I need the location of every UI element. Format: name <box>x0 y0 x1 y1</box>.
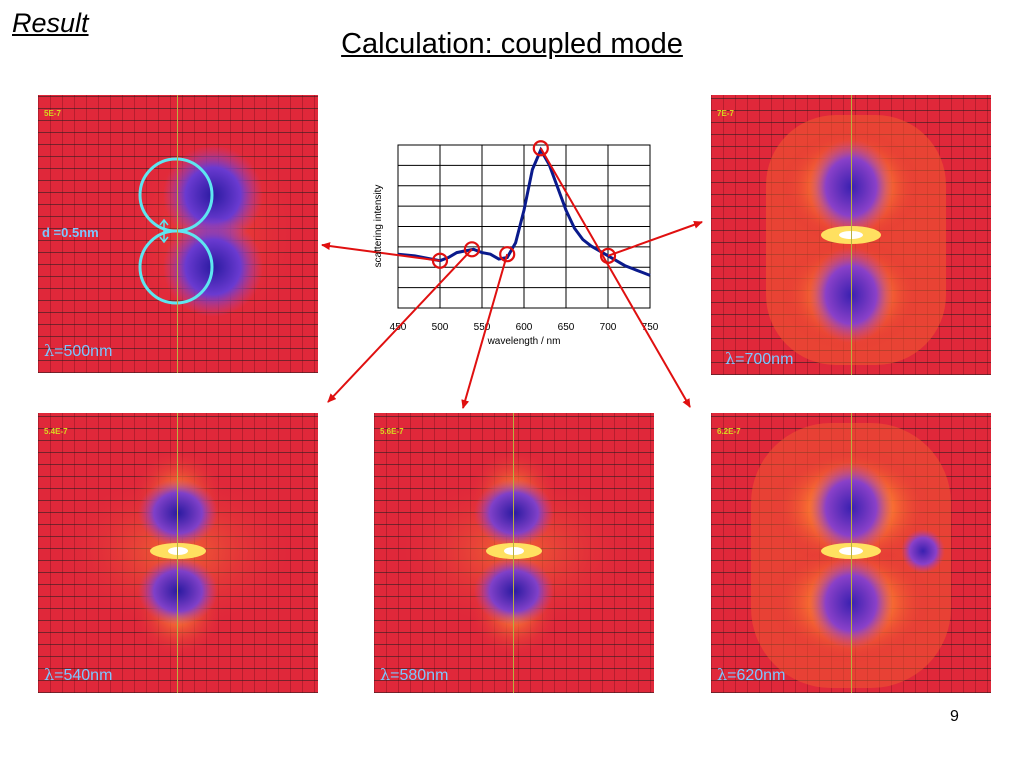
wavelength-label: λ=500nm <box>44 341 113 360</box>
field-pattern <box>58 448 298 658</box>
data-marker <box>463 241 481 258</box>
x-tick-label: 700 <box>600 322 617 333</box>
data-marker <box>532 140 549 157</box>
x-tick-label: 650 <box>558 322 575 333</box>
data-marker <box>499 246 516 263</box>
wavelength-label: λ=580nm <box>380 665 449 684</box>
field-pattern <box>394 448 634 658</box>
page-number: 9 <box>950 708 959 725</box>
x-tick-label: 750 <box>642 322 659 333</box>
scale-label: 6.2E-7 <box>717 427 741 436</box>
chart-ticks: 450 500 550 600 650 700 750 <box>390 322 659 333</box>
pointer-arrow <box>539 147 691 408</box>
pointer-arrow <box>461 253 509 409</box>
x-tick-label: 600 <box>516 322 533 333</box>
x-tick-label: 450 <box>390 322 407 333</box>
scale-label: 7E-7 <box>717 109 734 118</box>
center-axis <box>851 95 852 375</box>
data-marker <box>599 247 617 264</box>
plot-area <box>397 144 651 309</box>
wavelength-label: λ=700nm <box>725 349 794 368</box>
y-axis-label: scattering intensity <box>373 185 384 268</box>
center-axis <box>177 95 178 373</box>
pointer-arrow <box>607 220 703 257</box>
slide-title: Calculation: coupled mode <box>341 28 683 60</box>
wavelength-label: λ=540nm <box>44 665 113 684</box>
pointer-arrows <box>321 147 703 409</box>
scale-label: 5.4E-7 <box>44 427 68 436</box>
scale-label: 5E-7 <box>44 109 61 118</box>
field-map-620nm: 6.2E-7 λ=620nm <box>711 413 991 693</box>
gap-label: d =0.5nm <box>42 225 99 240</box>
scale-label: 5.6E-7 <box>380 427 404 436</box>
wavelength-label: λ=620nm <box>717 665 786 684</box>
center-axis <box>177 413 178 693</box>
pointer-arrow <box>327 248 473 403</box>
x-axis-label: wavelength / nm <box>487 336 561 347</box>
x-tick-label: 550 <box>474 322 491 333</box>
particle-bottom-outline <box>138 229 214 305</box>
center-axis <box>851 413 852 693</box>
x-tick-label: 500 <box>432 322 449 333</box>
field-map-500nm: 5E-7 d =0.5nm λ=500nm <box>38 95 318 373</box>
field-map-580nm: 5.6E-7 λ=580nm <box>374 413 654 693</box>
field-pattern <box>123 123 303 343</box>
center-axis <box>513 413 514 693</box>
field-map-700nm: 7E-7 λ=700nm <box>711 95 991 375</box>
corner-title: Result <box>12 8 89 38</box>
series-line <box>397 146 651 277</box>
pointer-arrow <box>321 242 441 262</box>
chart-grid <box>397 144 651 309</box>
data-marker <box>431 252 449 269</box>
field-map-540nm: 5.4E-7 λ=540nm <box>38 413 318 693</box>
chart-markers <box>431 140 617 269</box>
